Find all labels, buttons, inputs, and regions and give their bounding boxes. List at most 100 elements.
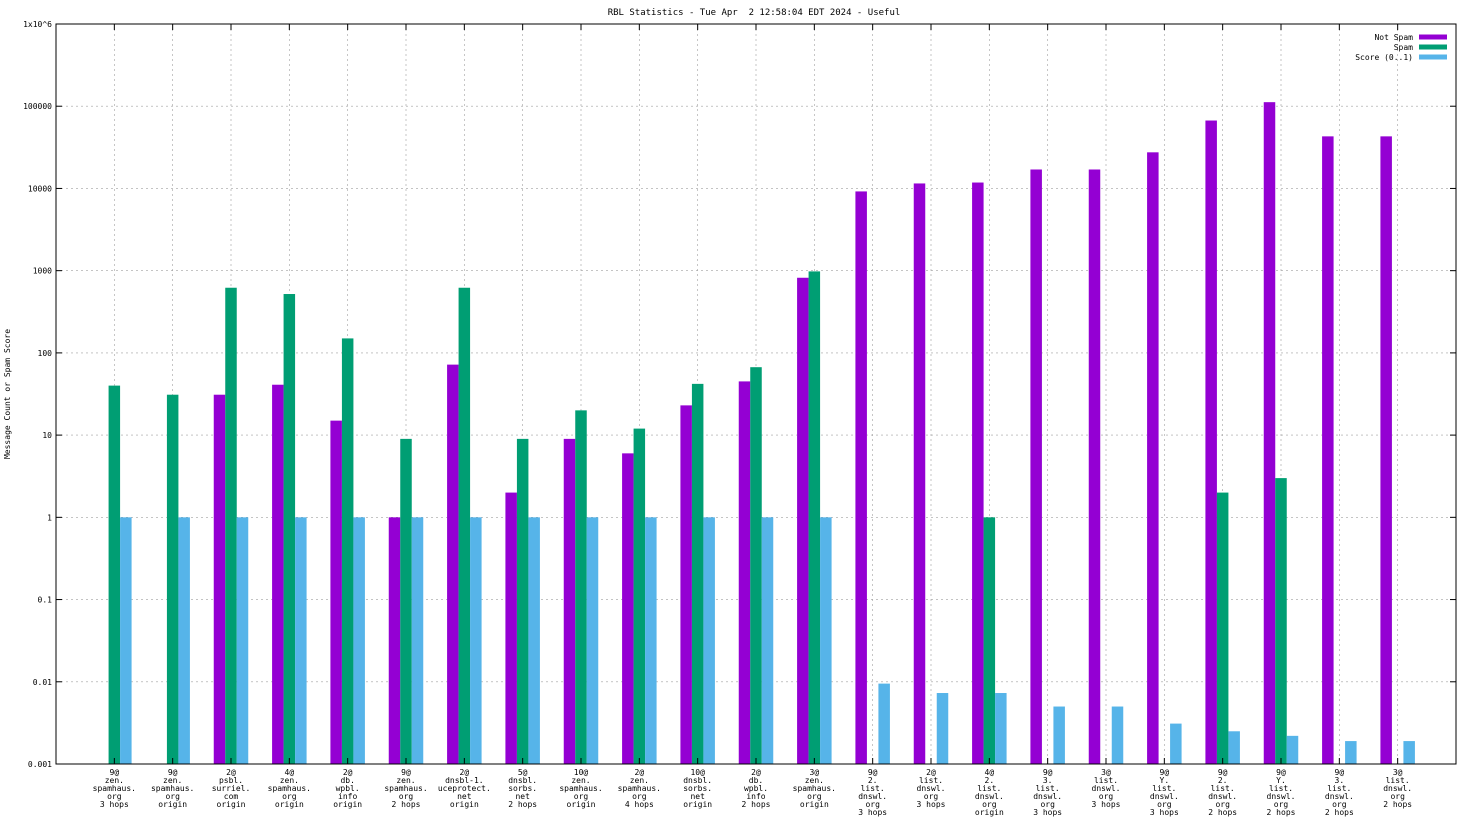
x-tick-label-line: 3 hops [1033,808,1062,817]
bar-2-15 [995,693,1007,764]
y-tick-label: 10 [42,431,52,440]
x-tick-label-line: surriel. [212,784,251,793]
x-tick-label-line: spamhaus. [268,784,311,793]
x-tick-label: 4@ zen. spamhaus. org origin [268,768,311,809]
x-tick-label-line: 2. [1218,776,1228,785]
x-tick-label-line: zen. [571,776,590,785]
bar-2-8 [586,517,599,764]
x-tick-label-line: origin [975,808,1004,817]
bar-0-2 [213,394,226,764]
legend-label: Spam [1394,43,1413,52]
y-axis-ticks: 0.001 0.01 0.1 1 10 100 1000 10000 100000 1x10^6 [23,20,1456,769]
x-tick-label-line: wpbl. [744,784,768,793]
x-tick-label-line: 3 hops [917,800,946,809]
y-tick-label: 100 [38,349,53,358]
bar-0-7 [505,492,517,764]
x-tick-label-line: 9@ [401,768,411,777]
x-tick-label-line: net [515,792,530,801]
x-tick-label-line: net [457,792,472,801]
bar-1-20 [1275,478,1287,764]
x-tick-label-line: com [224,792,239,801]
x-tick-label-line: net [690,792,705,801]
x-tick-label: 2@ dnsbl-1. uceprotect. net origin [438,768,491,809]
x-tick-label-line: 9@ [1160,768,1170,777]
bar-2-11 [761,517,774,764]
x-tick-label-line: sorbs. [683,784,712,793]
bar-2-9 [645,517,657,764]
y-tick-label: 1x10^6 [23,20,52,29]
x-tick-label-line: spamhaus. [384,784,427,793]
bar-1-8 [575,410,587,764]
bar-0-20 [1263,102,1276,764]
x-tick-label-line: list. [1269,784,1293,793]
x-tick-label-line: org [574,792,589,801]
bar-2-4 [353,517,365,764]
x-tick-label-line: org [982,800,997,809]
x-tick-label-line: 3 hops [1150,808,1179,817]
x-tick-label-line: 2 hops [1383,800,1412,809]
x-tick-label-line: org [807,792,822,801]
x-tick-label-line: 9@ [168,768,178,777]
x-tick-label-line: origin [800,800,829,809]
x-tick-label-line: origin [275,800,304,809]
bar-2-21 [1345,741,1357,764]
x-tick-label-line: dnsbl. [508,776,537,785]
bar-2-7 [528,517,540,764]
x-tick-label-line: 2 hops [1267,808,1296,817]
x-tick-label-line: db. [340,776,354,785]
x-tick-label: 9@ zen. spamhaus. org 2 hops [384,768,427,809]
x-tick-label-line: dnswl. [1092,784,1121,793]
x-tick-label-line: wpbl. [336,784,360,793]
x-tick-label-line: 9@ [110,768,120,777]
x-tick-label-line: psbl. [219,776,243,785]
bar-0-18 [1147,152,1159,764]
x-tick-label: 9@ Y. list. dnswl. org 2 hops [1267,768,1296,817]
bar-1-12 [808,271,821,764]
bar-1-2 [225,287,237,764]
bar-1-1 [166,394,179,764]
bar-2-6 [470,517,482,764]
x-tick-label-line: spamhaus. [93,784,136,793]
x-tick-label-line: org [924,792,939,801]
x-tick-label-line: dnswl. [1033,792,1062,801]
x-tick-label-line: 2@ [343,768,353,777]
x-tick-label: 2@ list. dnswl. org 3 hops [917,768,946,809]
bar-2-14 [936,693,949,764]
x-tick-label-line: org [1157,800,1172,809]
x-tick-label: 5@ dnsbl. sorbs. net 2 hops [508,768,537,809]
x-tick-label-line: org [107,792,122,801]
x-tick-label-line: 2@ [635,768,645,777]
bar-2-2 [236,517,249,764]
x-tick-label-line: dnsbl. [683,776,712,785]
bar-1-7 [516,438,529,764]
x-tick-label-line: zen. [396,776,415,785]
bar-1-10 [691,383,704,764]
bar-2-16 [1053,706,1065,764]
x-tick-label: 9@ 2. list. dnswl. org 2 hops [1208,768,1237,817]
x-tick-label: 10@ zen. spamhaus. org origin [559,768,602,809]
bar-0-15 [972,182,984,764]
x-tick-label-line: org [399,792,414,801]
bar-0-9 [622,453,634,764]
bar-1-0 [108,385,121,764]
x-tick-label: 3@ list. dnswl. org 3 hops [1092,768,1121,809]
x-tick-label-line: 2 hops [392,800,421,809]
bar-2-22 [1403,741,1415,764]
x-tick-label-line: info [338,792,357,801]
y-tick-label: 100000 [23,102,52,111]
x-tick-label-line: 9@ [1218,768,1228,777]
x-tick-label-line: zen. [163,776,182,785]
x-tick-label-line: 3 hops [1092,800,1121,809]
x-tick-label-line: 10@ [574,768,589,777]
bar-0-8 [563,438,576,764]
x-tick-label-line: spamhaus. [793,784,836,793]
x-tick-label-line: 9@ [1043,768,1053,777]
bar-1-3 [283,294,296,764]
bar-2-20 [1286,735,1299,764]
x-tick-label-line: 3. [1043,776,1053,785]
x-tick-label-line: 3@ [810,768,820,777]
x-tick-label: 9@ 3. list. dnswl. org 2 hops [1325,768,1354,817]
bar-2-17 [1111,706,1124,764]
x-tick-label-line: spamhaus. [559,784,602,793]
